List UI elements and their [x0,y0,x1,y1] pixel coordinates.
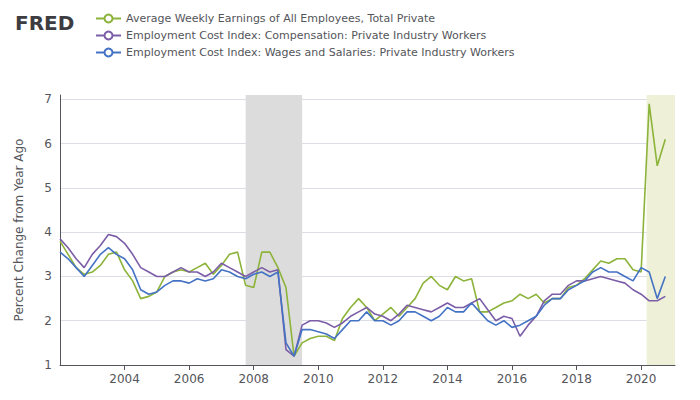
svg-text:Employment Cost Index: Wages a: Employment Cost Index: Wages and Salarie… [126,46,515,59]
svg-text:3: 3 [44,269,52,283]
svg-text:Employment Cost Index: Compens: Employment Cost Index: Compensation: Pri… [126,29,487,42]
svg-text:1: 1 [44,358,52,372]
svg-text:2006: 2006 [174,372,205,386]
svg-text:2020: 2020 [626,372,657,386]
svg-text:2014: 2014 [432,372,463,386]
svg-text:Average Weekly Earnings of All: Average Weekly Earnings of All Employees… [126,12,435,25]
svg-text:5: 5 [44,181,52,195]
svg-text:2016: 2016 [497,372,528,386]
svg-text:FRED: FRED [15,11,74,35]
svg-text:7: 7 [44,92,52,106]
svg-text:2018: 2018 [561,372,592,386]
svg-text:2010: 2010 [303,372,334,386]
svg-text:6: 6 [44,137,52,151]
svg-text:2012: 2012 [368,372,399,386]
svg-text:2008: 2008 [238,372,269,386]
svg-text:4: 4 [44,225,52,239]
svg-text:2004: 2004 [109,372,140,386]
svg-text:2: 2 [44,314,52,328]
svg-text:Percent Change from Year Ago: Percent Change from Year Ago [12,139,26,322]
